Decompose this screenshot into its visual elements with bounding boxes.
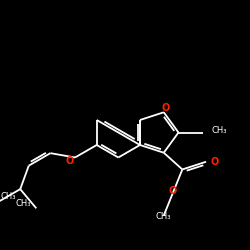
Text: O: O xyxy=(210,157,218,167)
Text: CH₃: CH₃ xyxy=(212,126,227,135)
Text: CH₃: CH₃ xyxy=(156,212,171,221)
Text: CH₃: CH₃ xyxy=(16,199,31,208)
Text: CH₃: CH₃ xyxy=(0,192,16,201)
Text: O: O xyxy=(66,156,74,166)
Text: O: O xyxy=(169,186,177,196)
Text: O: O xyxy=(162,103,170,113)
